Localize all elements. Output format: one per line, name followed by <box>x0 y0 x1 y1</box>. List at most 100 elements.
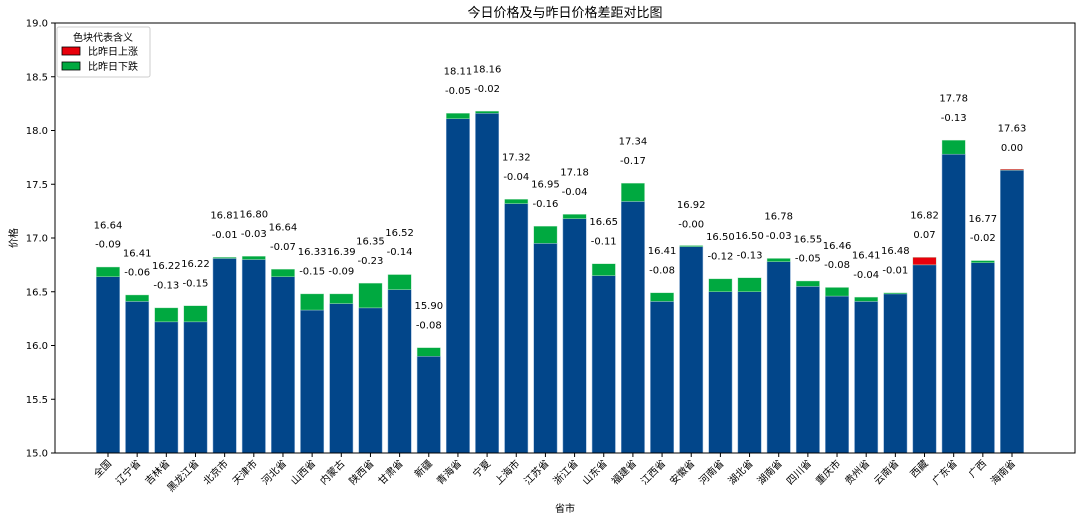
price-label: 16.52 <box>385 228 414 239</box>
bar-diff <box>766 258 791 262</box>
x-tick-label: 北京市 <box>200 457 230 487</box>
bar-today <box>1000 170 1024 454</box>
price-label: 17.18 <box>560 168 589 179</box>
diff-label: -0.01 <box>212 230 238 241</box>
x-tick-label: 广西 <box>966 458 989 481</box>
x-tick-label: 全国 <box>91 457 114 480</box>
x-tick-label: 陕西省 <box>346 457 376 487</box>
bar-today <box>941 153 966 454</box>
bar-diff <box>183 305 208 323</box>
bar-diff <box>679 245 704 247</box>
price-label: 16.22 <box>152 261 181 272</box>
price-label: 16.33 <box>298 247 327 258</box>
x-tick-label: 天津市 <box>230 457 260 487</box>
diff-label: -0.17 <box>620 156 646 167</box>
bar-diff <box>300 293 324 311</box>
legend-label-down: 比昨日下跌 <box>88 60 138 73</box>
bar-diff <box>358 282 383 309</box>
bar-today <box>825 295 849 454</box>
diff-label: -0.08 <box>416 320 442 331</box>
bar-diff <box>241 256 266 260</box>
bar-today <box>125 301 150 454</box>
bar-diff <box>416 347 441 357</box>
x-tick-label: 四川省 <box>784 457 814 487</box>
x-tick-label: 上海市 <box>492 457 522 487</box>
price-label: 16.39 <box>327 247 356 258</box>
bar-today <box>795 286 820 454</box>
price-label: 16.64 <box>269 222 298 233</box>
diff-label: -0.01 <box>882 265 908 276</box>
diff-label: -0.07 <box>270 242 296 253</box>
bar-today <box>883 293 908 454</box>
x-tick-label: 安徽省 <box>667 457 697 487</box>
bar-today <box>504 203 529 454</box>
x-tick-label: 河南省 <box>696 457 726 487</box>
x-tick-label: 内蒙古 <box>317 457 347 487</box>
x-tick-label: 新疆 <box>412 457 435 480</box>
y-tick-label: 15.0 <box>26 449 48 460</box>
diff-label: -0.08 <box>824 260 850 271</box>
x-tick-label: 贵州省 <box>842 457 872 487</box>
x-tick-label: 黑龙江省 <box>164 457 201 494</box>
bar-diff <box>329 293 354 304</box>
legend-swatch-down <box>61 61 81 71</box>
price-label: 16.46 <box>823 241 852 252</box>
y-tick-label: 16.5 <box>26 287 48 298</box>
bar-today <box>562 218 587 454</box>
bar-diff <box>387 274 412 290</box>
bar-diff <box>912 257 937 266</box>
legend-title: 色块代表含义 <box>73 31 133 44</box>
price-label: 16.35 <box>356 236 385 247</box>
diff-label: -0.12 <box>707 252 733 263</box>
y-tick-label: 19.0 <box>26 19 48 30</box>
bar-today <box>446 118 470 454</box>
price-label: 16.55 <box>794 234 823 245</box>
x-tick-label: 辽宁省 <box>113 457 143 487</box>
bar-today <box>271 276 295 454</box>
x-axis-label: 省市 <box>555 502 575 515</box>
y-tick-label: 15.5 <box>26 395 48 406</box>
x-tick-label: 宁夏 <box>470 457 493 480</box>
diff-label: -0.15 <box>299 267 325 278</box>
x-tick-label: 云南省 <box>871 457 901 487</box>
price-label: 16.92 <box>677 200 706 211</box>
x-tick-label: 江苏省 <box>521 457 551 487</box>
price-label: 16.22 <box>181 259 210 270</box>
bar-today <box>241 259 266 454</box>
price-label: 16.50 <box>735 231 764 242</box>
diff-label: 0.00 <box>1001 143 1023 154</box>
bar-diff <box>970 260 995 263</box>
bar-today <box>679 246 704 454</box>
diff-label: -0.05 <box>795 254 821 265</box>
bar-diff <box>941 139 966 155</box>
bar-today <box>300 309 325 454</box>
bar-today <box>766 261 791 454</box>
bar-diff <box>621 182 645 202</box>
bar-today <box>96 276 120 454</box>
legend-label-up: 比昨日上涨 <box>88 46 138 58</box>
diff-label: -0.04 <box>562 187 588 198</box>
diff-label: -0.02 <box>474 84 500 95</box>
x-tick-label: 山东省 <box>579 457 609 487</box>
bar-today <box>387 289 412 454</box>
bar-diff <box>271 268 295 277</box>
x-tick-label: 湖北省 <box>725 457 755 487</box>
price-label: 16.41 <box>852 250 881 261</box>
price-label: 16.65 <box>589 217 618 228</box>
bar-diff <box>125 294 150 302</box>
price-label: 16.64 <box>94 220 123 231</box>
chart-title: 今日价格及与昨日价格差距对比图 <box>467 5 662 21</box>
bar-diff <box>96 266 120 277</box>
x-tick-label: 广东省 <box>929 457 959 487</box>
bar-today <box>854 301 879 454</box>
x-tick-label: 浙江省 <box>550 457 580 487</box>
bar-diff <box>737 277 762 292</box>
bar-today <box>212 258 237 454</box>
diff-label: -0.06 <box>124 268 150 279</box>
price-label: 17.78 <box>939 93 968 104</box>
x-tick-label: 湖南省 <box>754 457 784 487</box>
y-tick-label: 18.5 <box>26 72 48 83</box>
price-label: 16.78 <box>764 212 793 223</box>
plot-frame <box>54 22 1076 454</box>
